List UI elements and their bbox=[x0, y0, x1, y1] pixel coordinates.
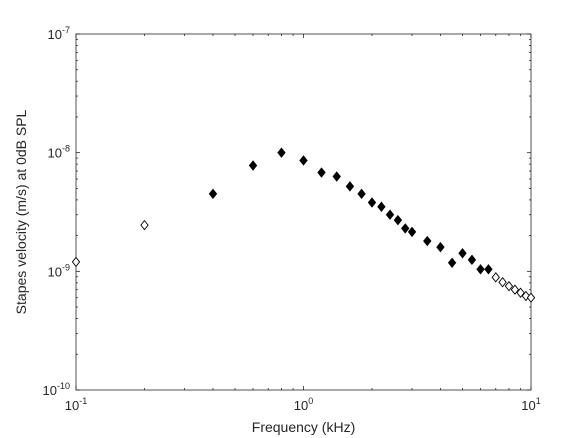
data-point-filled bbox=[467, 254, 477, 266]
x-tick-label: 10-1 bbox=[65, 396, 87, 413]
data-point-filled bbox=[393, 214, 403, 226]
axis-ticks bbox=[75, 33, 532, 391]
y-tick-label: 10-8 bbox=[48, 144, 70, 161]
data-point-filled bbox=[407, 226, 417, 238]
y-axis-label: Stapes velocity (m/s) at 0dB SPL bbox=[13, 109, 29, 314]
plot-area bbox=[75, 33, 532, 391]
data-point-filled bbox=[423, 235, 432, 247]
y-tick-label: 10-9 bbox=[48, 262, 70, 279]
y-tick-label: 10-7 bbox=[48, 25, 70, 42]
data-point-filled bbox=[447, 257, 457, 269]
data-point-filled bbox=[248, 160, 258, 171]
data-point-open bbox=[71, 256, 81, 268]
x-tick-label: 100 bbox=[294, 396, 313, 413]
data-point-open bbox=[510, 284, 520, 295]
data-point-filled bbox=[367, 197, 377, 208]
data-point-filled bbox=[436, 241, 445, 253]
data-point-filled bbox=[377, 201, 386, 212]
data-point-open bbox=[491, 272, 500, 283]
data-point-filled bbox=[208, 188, 218, 200]
axis-tick-labels: 10-1 100 101 10-10 10-9 10-8 10-7 bbox=[43, 25, 541, 413]
y-tick-label: 10-10 bbox=[43, 381, 70, 398]
data-point-filled bbox=[401, 223, 410, 234]
data-point-filled bbox=[357, 188, 366, 200]
data-point-filled bbox=[476, 264, 485, 275]
data-point-open bbox=[140, 219, 149, 231]
x-axis-label: Frequency (kHz) bbox=[252, 419, 355, 435]
data-point-open bbox=[516, 287, 525, 298]
data-points bbox=[71, 147, 536, 303]
data-point-open bbox=[526, 292, 536, 303]
data-point-filled bbox=[458, 248, 467, 259]
data-point-filled bbox=[484, 264, 493, 275]
data-point-filled bbox=[299, 155, 308, 166]
x-tick-label: 101 bbox=[521, 396, 540, 413]
data-point-open bbox=[504, 280, 514, 292]
data-point-filled bbox=[385, 209, 395, 220]
data-point-filled bbox=[277, 147, 286, 158]
data-point-filled bbox=[345, 181, 355, 192]
data-point-open bbox=[498, 276, 507, 288]
data-point-filled bbox=[332, 171, 341, 182]
data-point-filled bbox=[317, 167, 326, 178]
